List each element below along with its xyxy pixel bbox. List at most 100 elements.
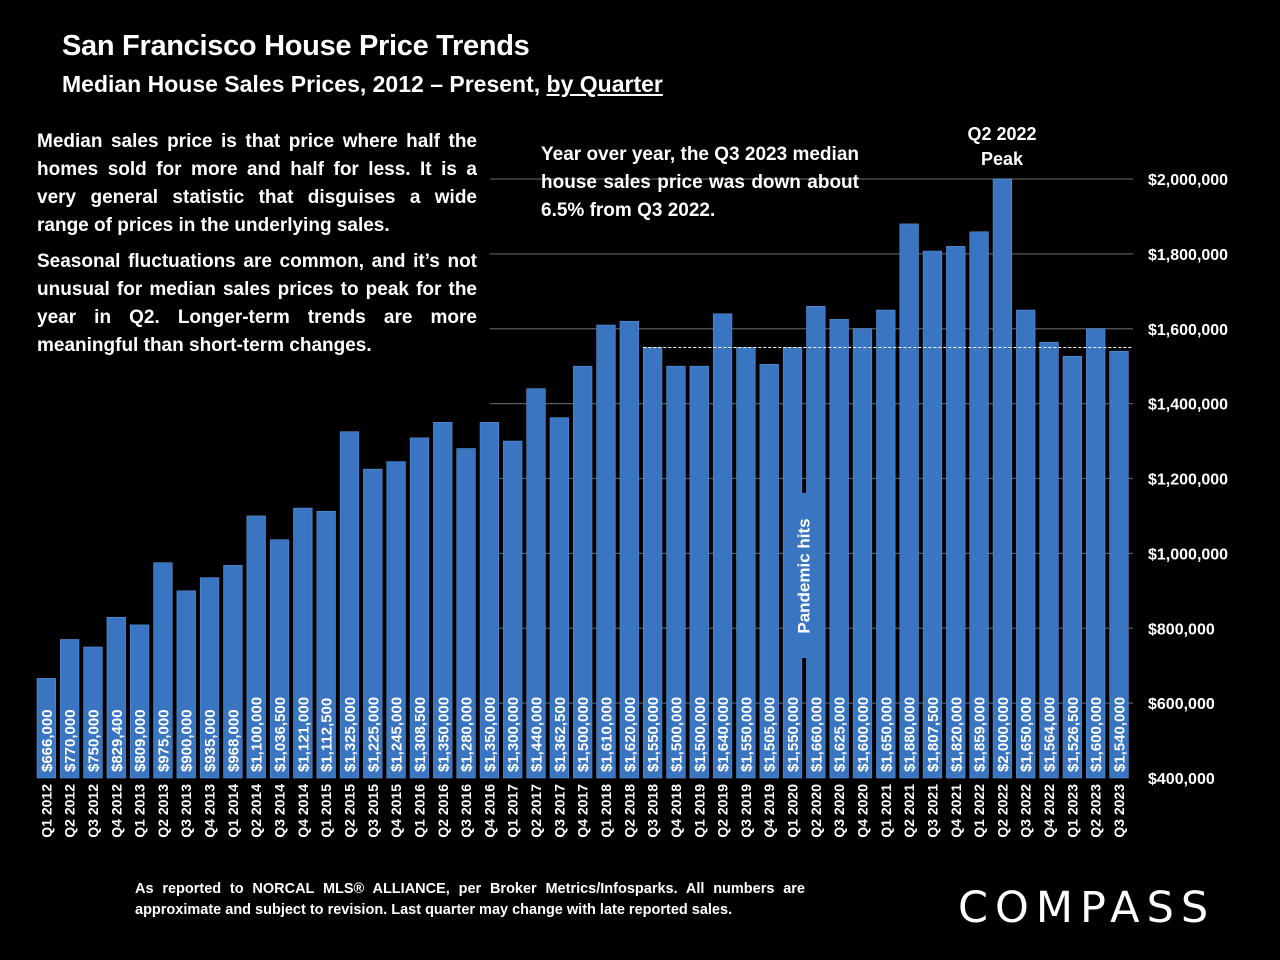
data-label: $1,225,000	[365, 697, 382, 772]
data-label: $2,000,000	[995, 697, 1012, 772]
category-label: Q4 2018	[668, 784, 684, 838]
bar	[759, 364, 779, 779]
data-label: $1,540,000	[1112, 697, 1129, 772]
data-label: $1,112,500	[319, 698, 336, 772]
category-label: Q3 2021	[924, 784, 940, 838]
category-label: Q1 2020	[785, 784, 801, 838]
y-tick-label: $1,200,000	[1148, 472, 1228, 489]
category-label: Q2 2020	[808, 784, 824, 838]
bar	[339, 431, 360, 779]
category-label: Q4 2020	[854, 784, 870, 838]
bar	[549, 417, 569, 779]
data-label: $1,640,000	[715, 697, 732, 772]
seasonal-note: Seasonal fluctuations are common, and it…	[37, 251, 477, 356]
data-label: $935,000	[202, 709, 219, 772]
bar	[689, 365, 709, 779]
category-label: Q1 2022	[971, 784, 987, 838]
data-label: $1,500,000	[575, 697, 592, 772]
bar	[363, 468, 383, 779]
category-label: Q1 2015	[318, 784, 334, 838]
data-label: $1,859,000	[972, 697, 989, 772]
data-label: $1,600,000	[855, 697, 872, 772]
category-label: Q2 2018	[621, 784, 637, 838]
bar	[1016, 309, 1036, 779]
category-label: Q3 2016	[458, 784, 474, 838]
peak-annotation-quarter: Q2 2022	[967, 124, 1037, 144]
bar	[456, 448, 476, 779]
category-label: Q1 2016	[411, 784, 427, 838]
category-label: Q2 2014	[248, 784, 264, 838]
data-label: $1,121,000	[295, 697, 312, 772]
bar	[316, 510, 336, 779]
bar	[503, 440, 523, 779]
data-label: $1,440,000	[529, 697, 546, 772]
bar	[666, 365, 686, 779]
bar	[246, 515, 266, 779]
category-label: Q3 2023	[1111, 784, 1127, 838]
category-label: Q2 2013	[155, 784, 171, 838]
data-label: $1,625,000	[832, 697, 849, 772]
data-label: $1,308,500	[412, 697, 429, 772]
bar	[433, 422, 453, 779]
compass-logo: COMPASS	[958, 883, 1216, 933]
y-tick-label: $1,400,000	[1148, 397, 1228, 414]
pandemic-callout-box	[786, 493, 821, 658]
bar	[479, 422, 500, 779]
category-label: Q1 2023	[1064, 784, 1080, 838]
year-over-year-note: Year over year, the Q3 2023 median house…	[541, 144, 859, 221]
data-label: $1,650,000	[1018, 697, 1035, 772]
data-label: $1,505,000	[762, 697, 779, 772]
data-label: $1,280,000	[459, 697, 476, 772]
y-tick-label: $600,000	[1148, 696, 1215, 713]
category-label: Q4 2014	[295, 784, 311, 838]
category-label: Q4 2012	[108, 784, 124, 838]
data-label: $1,660,000	[808, 697, 825, 772]
bar	[1039, 341, 1059, 779]
bar	[712, 313, 733, 779]
category-label: Q3 2017	[551, 784, 567, 838]
data-label: $1,526,500	[1065, 697, 1082, 772]
category-label: Q3 2022	[1018, 784, 1034, 838]
category-label: Q1 2012	[38, 784, 54, 838]
category-label: Q3 2018	[645, 784, 661, 838]
category-label: Q2 2015	[341, 784, 357, 838]
data-label: $1,807,500	[925, 697, 942, 772]
data-label: $1,564,000	[1042, 697, 1059, 772]
bar	[36, 678, 56, 779]
bar	[1086, 328, 1106, 779]
pandemic-annotation: Pandemic hits	[795, 518, 814, 633]
source-footnote: As reported to NORCAL MLS® ALLIANCE, per…	[135, 881, 805, 918]
bar	[829, 319, 849, 779]
data-label: $1,610,000	[598, 697, 615, 772]
data-label: $1,245,000	[389, 697, 406, 772]
data-label: $1,100,000	[249, 697, 266, 772]
category-label: Q2 2012	[62, 784, 78, 838]
category-label: Q3 2014	[272, 784, 288, 838]
y-tick-label: $1,000,000	[1148, 546, 1228, 563]
category-label: Q2 2021	[901, 784, 917, 838]
category-label: Q1 2019	[691, 784, 707, 838]
category-label: Q2 2017	[528, 784, 544, 838]
data-label: $1,550,000	[645, 697, 662, 772]
data-label: $1,820,000	[948, 697, 965, 772]
bar	[876, 309, 896, 779]
category-label: Q1 2014	[225, 784, 241, 838]
median-definition-note: Median sales price is that price where h…	[37, 131, 477, 236]
data-label: $900,000	[179, 709, 196, 772]
category-label: Q1 2013	[132, 784, 148, 838]
category-label: Q4 2022	[1041, 784, 1057, 838]
data-label: $809,000	[132, 709, 149, 772]
bar	[269, 539, 290, 779]
category-label: Q1 2017	[505, 784, 521, 838]
data-label: $1,500,000	[692, 697, 709, 772]
data-label: $1,300,000	[505, 697, 522, 772]
y-tick-label: $1,600,000	[1148, 322, 1228, 339]
bar	[642, 347, 663, 779]
category-label: Q2 2023	[1088, 784, 1104, 838]
category-label: Q4 2016	[481, 784, 497, 838]
bar	[199, 577, 220, 779]
data-label: $1,600,000	[1088, 697, 1105, 772]
bar	[106, 616, 126, 779]
bar	[83, 646, 103, 779]
